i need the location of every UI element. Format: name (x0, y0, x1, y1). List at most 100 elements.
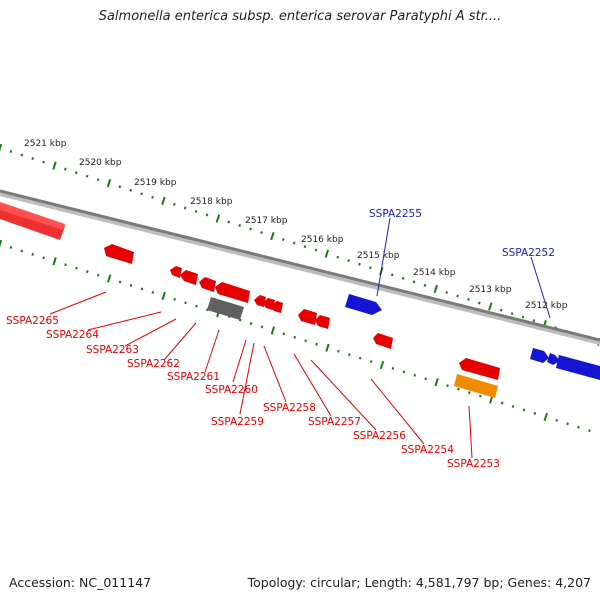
gene-label[interactable]: SSPA2258 (263, 402, 316, 414)
gene-arrow[interactable] (530, 348, 549, 363)
minor-tick (31, 252, 35, 256)
minor-tick (423, 283, 427, 287)
pseudo-gene[interactable] (207, 297, 244, 320)
topology-label: Topology: circular; Length: 4,581,797 bp… (247, 575, 591, 590)
major-tick (106, 179, 112, 188)
gene-arrow[interactable] (373, 333, 393, 349)
gene-arrow[interactable] (104, 244, 134, 264)
leader-lines (49, 217, 551, 459)
minor-tick (588, 429, 591, 433)
gene-arrow[interactable] (459, 358, 500, 380)
gene-label[interactable]: SSPA2263 (86, 344, 139, 356)
minor-tick (413, 373, 417, 377)
minor-tick (457, 387, 460, 391)
minor-tick (42, 160, 45, 164)
gene-arrow[interactable] (345, 294, 382, 315)
gene-label[interactable]: SSPA2257 (308, 416, 361, 428)
minor-tick (96, 273, 100, 277)
gene-arrow[interactable] (254, 295, 266, 307)
minor-tick (401, 276, 405, 280)
scale-label: 2514 kbp (413, 268, 456, 278)
minor-tick (304, 339, 307, 343)
minor-tick (118, 280, 122, 284)
minor-tick (292, 241, 296, 245)
minor-tick (260, 325, 264, 329)
gene-label[interactable]: SSPA2252 (502, 247, 555, 259)
minor-tick (358, 262, 361, 266)
minor-tick (390, 273, 394, 277)
minor-tick (314, 248, 318, 252)
major-tick (270, 231, 275, 241)
gene-arrow[interactable] (547, 353, 560, 365)
lower-scale-track (0, 239, 591, 433)
minor-tick (347, 353, 351, 357)
minor-tick (42, 256, 45, 260)
gene-label[interactable]: SSPA2253 (447, 458, 500, 470)
minor-tick (281, 238, 285, 242)
minor-tick (195, 304, 198, 308)
forward-genes (345, 294, 600, 380)
minor-tick (172, 202, 176, 206)
gene-label[interactable]: SSPA2264 (46, 329, 99, 341)
minor-tick (151, 195, 154, 199)
gene-label[interactable]: SSPA2260 (205, 384, 258, 396)
minor-tick (577, 425, 580, 429)
minor-tick (86, 270, 89, 274)
minor-tick (173, 297, 176, 301)
gene-label[interactable]: SSPA2262 (127, 358, 180, 370)
scale-label: 2520 kbp (79, 158, 122, 168)
gene-label[interactable]: SSPA2254 (401, 444, 454, 456)
gene-arrow[interactable] (298, 309, 317, 325)
accession-label: Accession: NC_011147 (9, 575, 152, 590)
minor-tick (521, 315, 525, 319)
gene-label[interactable]: SSPA2265 (6, 315, 59, 327)
major-tick (161, 196, 166, 205)
gene-arrow[interactable] (271, 301, 283, 313)
scale-label: 2516 kbp (301, 235, 344, 245)
minor-tick (522, 408, 526, 412)
scale-labels: 2521 kbp 2520 kbp 2519 kbp 2518 kbp 2517… (24, 139, 568, 311)
gene-arrow[interactable] (180, 270, 198, 285)
minor-tick (184, 301, 187, 305)
minor-tick (249, 227, 252, 231)
scale-label: 2517 kbp (245, 216, 288, 226)
major-tick (215, 214, 221, 223)
gene-label[interactable]: SSPA2259 (211, 416, 264, 428)
minor-tick (478, 394, 482, 398)
gene-label[interactable]: SSPA2261 (167, 371, 220, 383)
minor-tick (402, 370, 406, 374)
rna-gene[interactable] (454, 374, 498, 398)
major-tick (106, 274, 112, 283)
minor-tick (412, 280, 416, 284)
gene-arrow[interactable] (170, 266, 182, 278)
minor-tick (85, 174, 89, 178)
minor-tick (391, 366, 395, 370)
reverse-genes (0, 202, 500, 380)
minor-tick (151, 290, 155, 294)
minor-tick (74, 171, 78, 175)
minor-tick (445, 290, 449, 294)
scale-label: 2521 kbp (24, 139, 67, 149)
major-tick (325, 343, 330, 352)
gene-arrow[interactable] (315, 315, 330, 329)
minor-tick (64, 167, 67, 171)
minor-tick (446, 384, 449, 388)
upper-scale-track (0, 143, 600, 346)
major-tick (52, 161, 57, 170)
gene-labels: SSPA2255 SSPA2252 SSPA2265 SSPA2264 SSPA… (6, 208, 555, 470)
minor-tick (260, 231, 263, 234)
gene-label[interactable]: SSPA2255 (369, 208, 422, 220)
gene-arrow[interactable] (556, 355, 600, 380)
gene-label[interactable]: SSPA2256 (353, 430, 406, 442)
major-tick (0, 143, 3, 152)
minor-tick (64, 263, 67, 267)
gene-arrow[interactable] (199, 277, 216, 292)
gene-arrow[interactable] (215, 282, 250, 303)
minor-tick (183, 206, 187, 210)
major-tick (379, 360, 385, 370)
minor-tick (249, 322, 253, 325)
minor-tick (20, 249, 24, 253)
gene-arrow[interactable] (0, 202, 65, 230)
minor-tick (424, 377, 428, 381)
